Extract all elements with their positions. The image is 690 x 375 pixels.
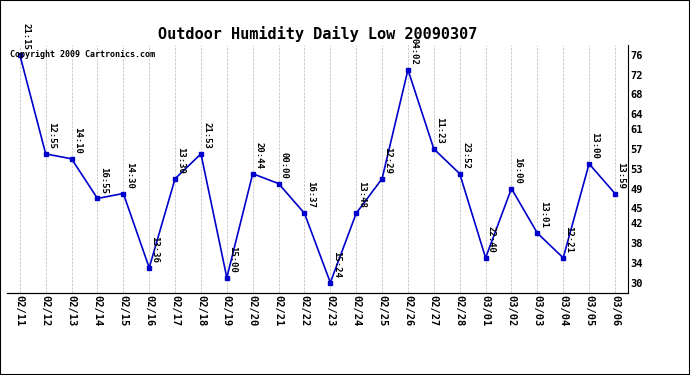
Text: 13:36: 13:36: [150, 236, 159, 263]
Text: 13:48: 13:48: [357, 182, 366, 209]
Text: 16:00: 16:00: [513, 157, 522, 184]
Text: 20:44: 20:44: [254, 142, 263, 169]
Title: Outdoor Humidity Daily Low 20090307: Outdoor Humidity Daily Low 20090307: [158, 27, 477, 42]
Text: 12:55: 12:55: [47, 122, 56, 149]
Text: 22:40: 22:40: [487, 226, 496, 253]
Text: 11:23: 11:23: [435, 117, 444, 144]
Text: 12:21: 12:21: [564, 226, 573, 253]
Text: 12:29: 12:29: [384, 147, 393, 174]
Text: 13:30: 13:30: [177, 147, 186, 174]
Text: 21:15: 21:15: [21, 23, 30, 50]
Text: Copyright 2009 Cartronics.com: Copyright 2009 Cartronics.com: [10, 50, 155, 59]
Text: 14:10: 14:10: [73, 127, 82, 154]
Text: 15:00: 15:00: [228, 246, 237, 273]
Text: 13:01: 13:01: [539, 201, 548, 228]
Text: 13:00: 13:00: [591, 132, 600, 159]
Text: 13:59: 13:59: [616, 162, 625, 189]
Text: 04:02: 04:02: [409, 38, 418, 65]
Text: 16:55: 16:55: [99, 166, 108, 194]
Text: 00:00: 00:00: [280, 152, 289, 178]
Text: 21:53: 21:53: [202, 122, 211, 149]
Text: 15:24: 15:24: [332, 251, 341, 278]
Text: 23:52: 23:52: [461, 142, 470, 169]
Text: 14:30: 14:30: [125, 162, 134, 189]
Text: 16:37: 16:37: [306, 182, 315, 209]
